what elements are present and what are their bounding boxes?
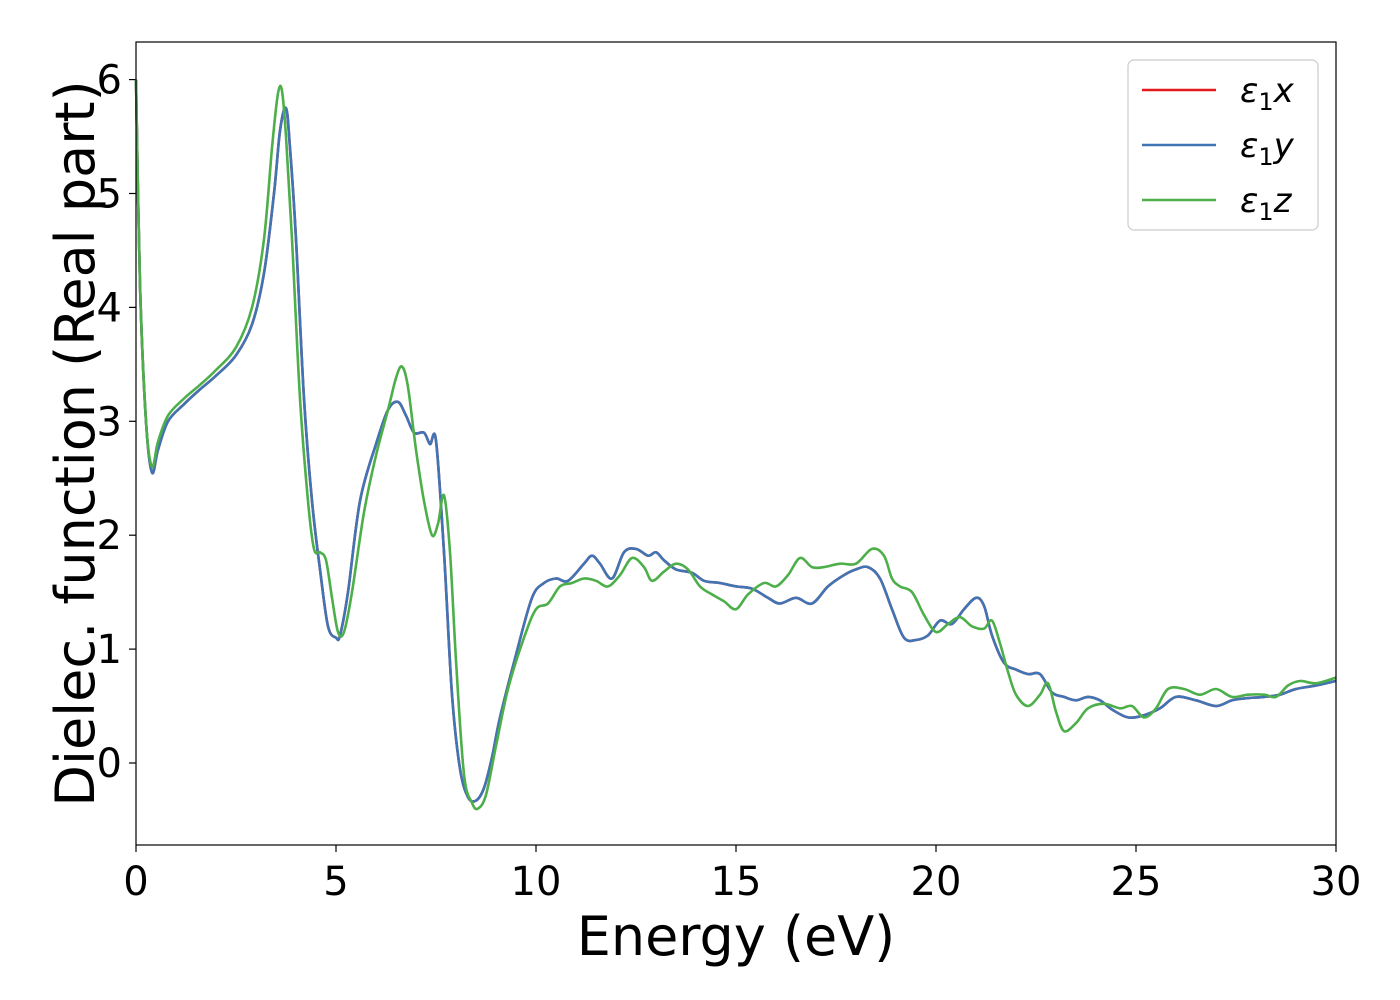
x-tick-label: 20 [911,859,962,905]
plot-frame [135,41,1337,846]
x-tick-label: 30 [1311,859,1362,905]
x-tick-label: 5 [323,859,348,905]
legend-label-1: ε1x [1240,71,1295,116]
y-tick-label: 6 [97,58,122,104]
y-tick-label: 2 [97,513,122,559]
y-tick-label: 0 [97,741,122,787]
x-axis: 0 5 10 15 20 25 30 [123,845,1361,905]
x-axis-title: Energy (eV) [577,905,896,968]
y-tick-label: 1 [97,627,122,673]
y-tick-label: 5 [97,171,122,217]
legend-label-2: ε1y [1240,126,1295,171]
y-tick-label: 4 [97,285,122,331]
x-tick-label: 15 [711,859,762,905]
series-lines [134,79,1337,811]
legend: ε1x ε1y ε1z [1127,59,1319,231]
x-tick-label: 0 [123,859,148,905]
series-line-2 [134,79,1337,803]
y-axis-title: Dielec. function (Real part) [44,80,107,806]
legend-box [1127,59,1319,231]
y-tick-label: 3 [97,399,122,445]
x-tick-label: 10 [511,859,562,905]
series-line-3 [134,79,1337,811]
x-tick-label: 25 [1111,859,1162,905]
legend-label-3: ε1z [1240,181,1293,226]
y-axis: 0 1 2 3 4 5 6 [97,58,136,787]
